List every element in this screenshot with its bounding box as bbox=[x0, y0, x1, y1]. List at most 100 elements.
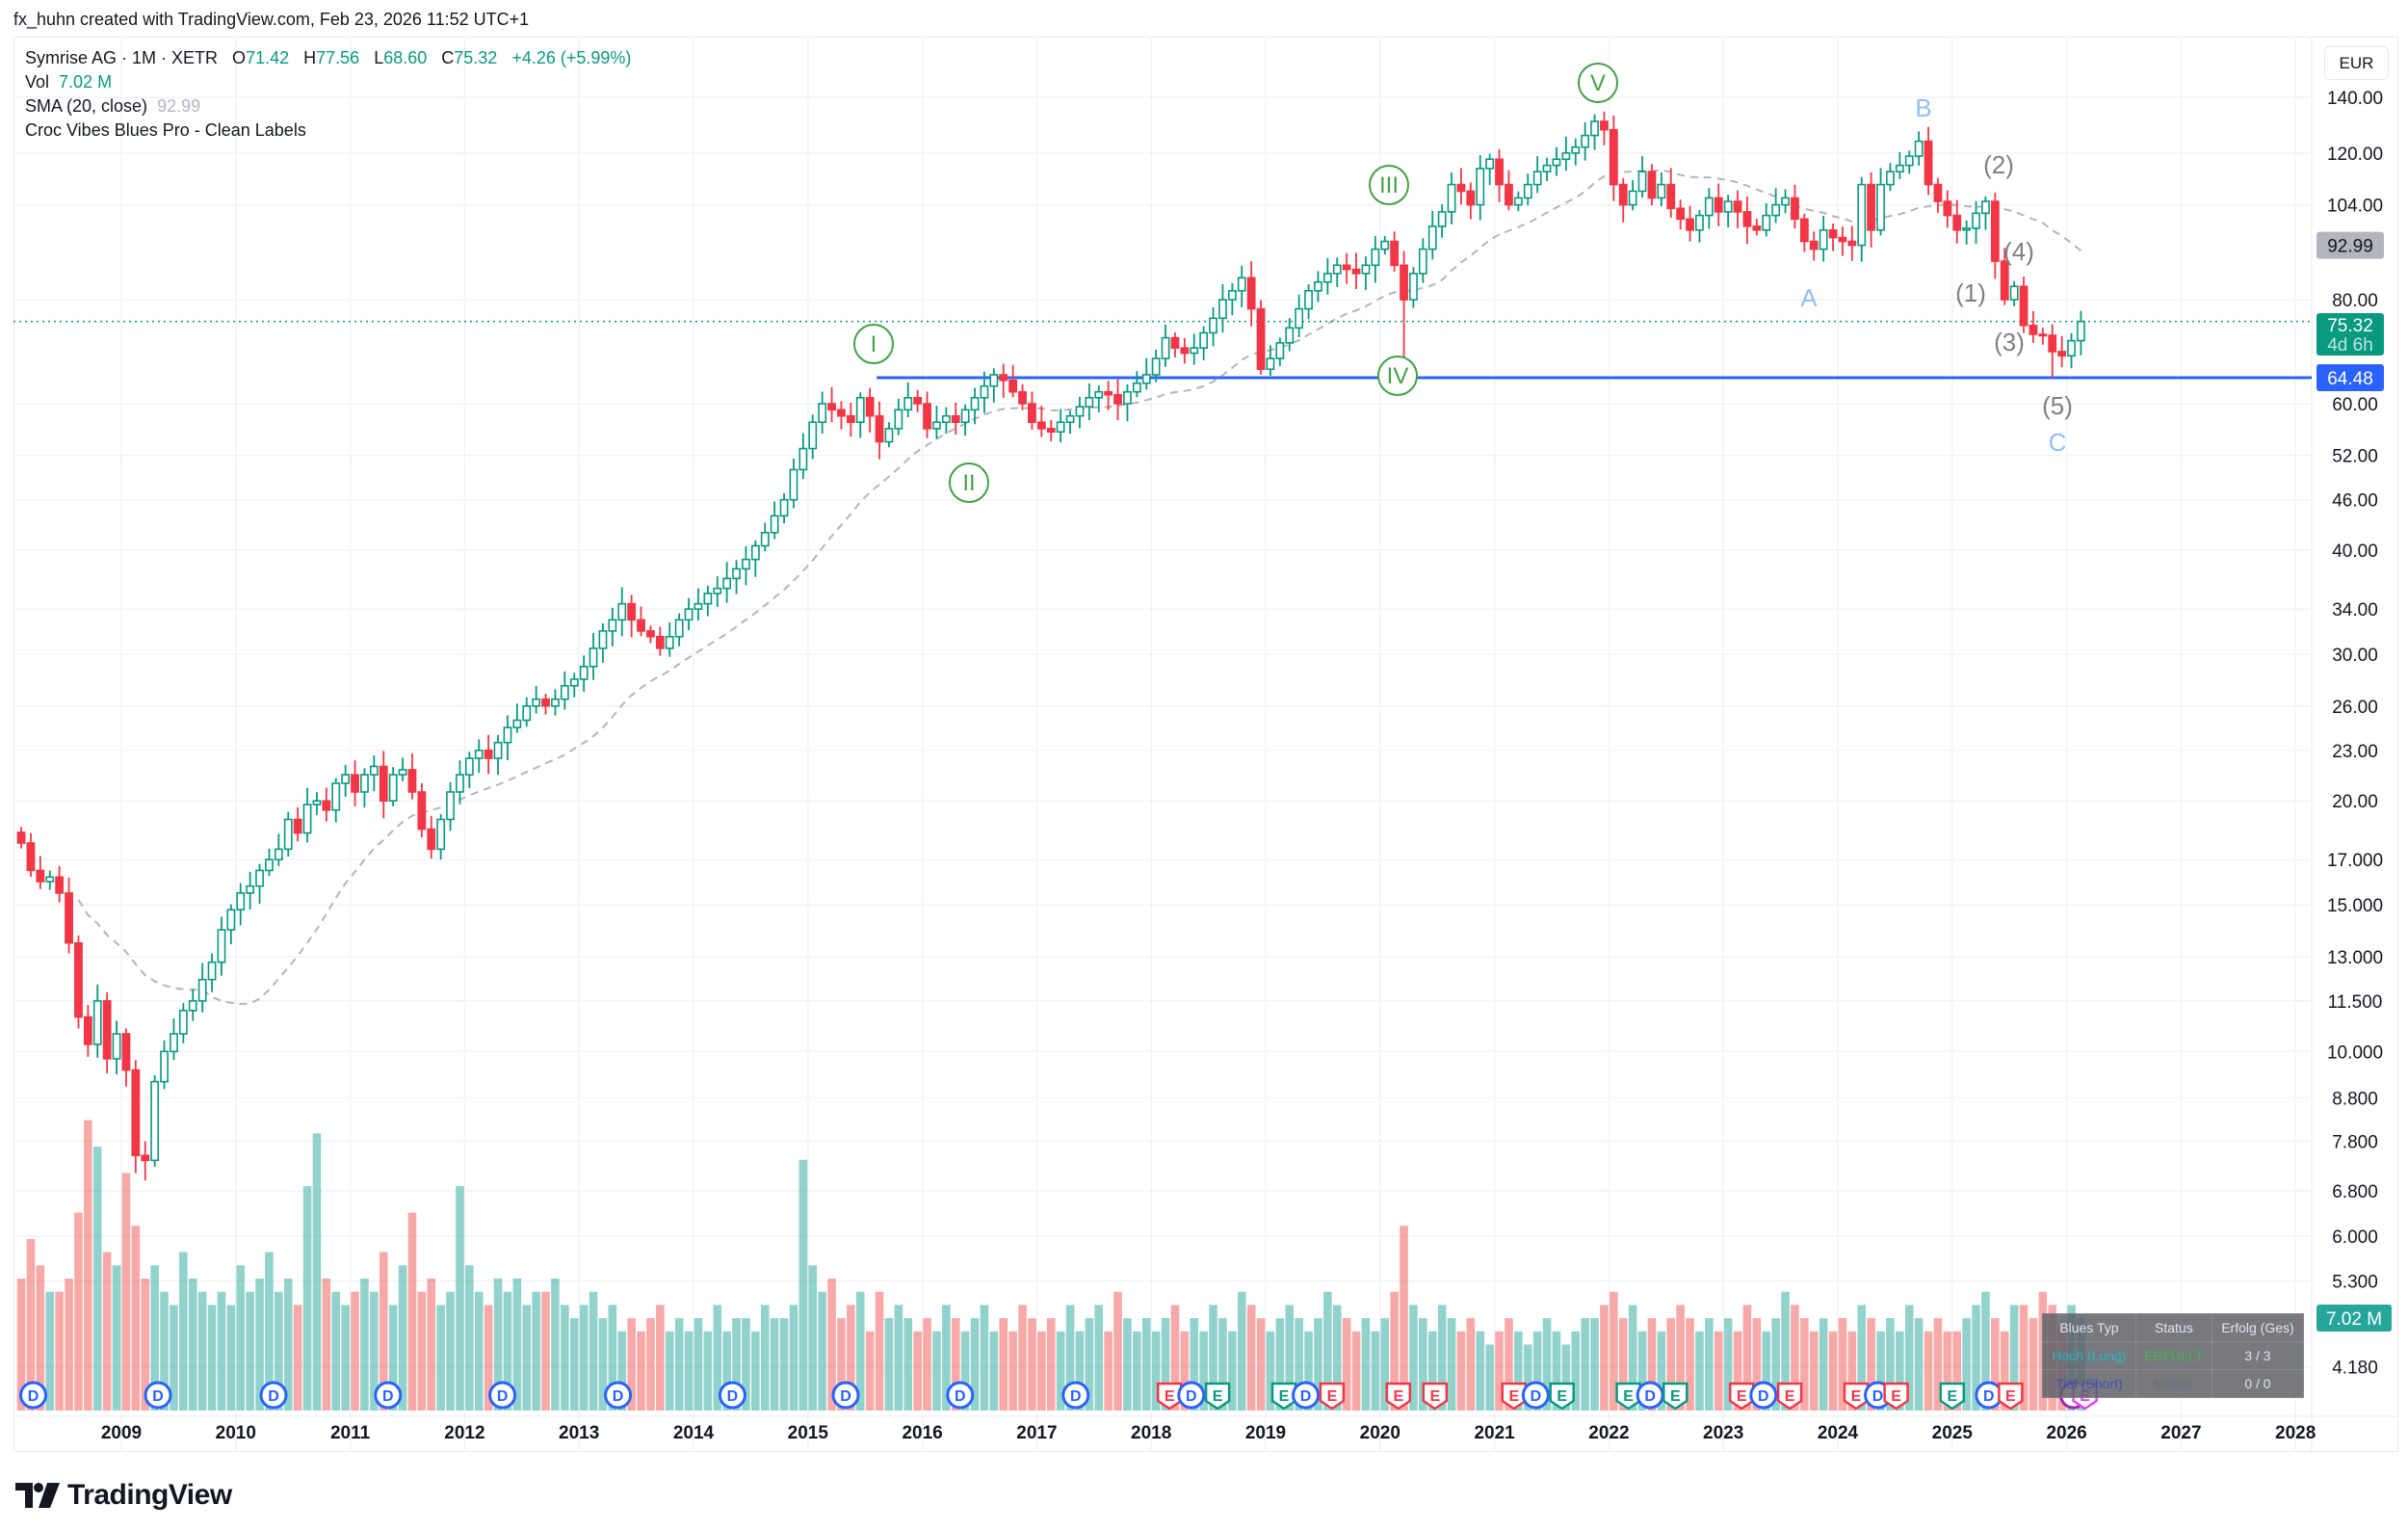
volume-bar bbox=[1943, 1331, 1952, 1411]
sma-legend[interactable]: SMA (20, close) 92.99 bbox=[25, 96, 200, 117]
candle-body bbox=[703, 593, 713, 605]
volume-bar bbox=[1113, 1291, 1122, 1411]
candle-body bbox=[1447, 183, 1456, 213]
volume-bar bbox=[293, 1305, 302, 1411]
earnings-marker-icon bbox=[1843, 1382, 1870, 1411]
candle-body bbox=[312, 800, 322, 805]
volume-bar bbox=[255, 1279, 264, 1411]
candle-body bbox=[1028, 403, 1036, 424]
volume-bar bbox=[370, 1291, 379, 1411]
volume-bar bbox=[522, 1305, 532, 1411]
volume-label: Vol bbox=[25, 72, 50, 92]
candle bbox=[1495, 148, 1504, 202]
candle-body bbox=[818, 403, 827, 424]
last-price-badge: 4d 6h bbox=[2327, 335, 2373, 356]
price-tick-label: 104.00 bbox=[2327, 197, 2383, 217]
candle-body bbox=[1094, 390, 1104, 399]
indicator-legend[interactable]: Croc Vibes Blues Pro - Clean Labels bbox=[25, 120, 306, 141]
table-row: Tief (Short) Inaktiv 0 / 0 bbox=[2042, 1369, 2305, 1398]
candle bbox=[1781, 189, 1790, 214]
candle-body bbox=[274, 848, 283, 861]
candle bbox=[274, 833, 283, 866]
candle-body bbox=[1590, 120, 1599, 137]
candle-body bbox=[1771, 203, 1781, 217]
candle bbox=[960, 404, 970, 436]
candle-body bbox=[65, 892, 73, 944]
volume-bar bbox=[1342, 1318, 1351, 1411]
candle bbox=[1304, 284, 1313, 320]
candle bbox=[903, 382, 913, 418]
candle-body bbox=[160, 1050, 169, 1083]
candle-body bbox=[1781, 197, 1790, 206]
price-tick-label: 46.00 bbox=[2332, 491, 2378, 512]
time-tick-label: 2022 bbox=[1588, 1423, 1629, 1443]
volume-bar bbox=[1819, 1318, 1828, 1411]
candle bbox=[1809, 231, 1819, 261]
candle-body bbox=[1561, 152, 1571, 161]
candle-body bbox=[255, 869, 264, 887]
volume-bar bbox=[331, 1291, 341, 1411]
tradingview-logo[interactable]: TradingView bbox=[15, 1479, 232, 1512]
volume-bar bbox=[1180, 1331, 1190, 1411]
candle-body bbox=[1600, 120, 1609, 131]
candle bbox=[1456, 168, 1466, 205]
table-row: Hoch (Long) ERFÜLLT 3 / 3 bbox=[2042, 1341, 2305, 1370]
candle-body bbox=[970, 396, 980, 411]
candle bbox=[293, 806, 302, 842]
candle bbox=[713, 576, 722, 607]
candle-body bbox=[1227, 289, 1237, 301]
candle bbox=[1676, 199, 1686, 230]
candle bbox=[92, 984, 102, 1058]
sma-line bbox=[77, 169, 2082, 1006]
candle-body bbox=[1380, 240, 1390, 251]
candle-body bbox=[1046, 428, 1056, 434]
volume-bar bbox=[179, 1252, 188, 1411]
candle bbox=[312, 792, 322, 815]
volume-bar bbox=[1618, 1318, 1628, 1411]
candle-body bbox=[617, 602, 627, 621]
candle bbox=[951, 402, 960, 436]
dividend-marker-icon bbox=[374, 1381, 403, 1410]
volume-bar bbox=[579, 1305, 589, 1411]
volume-bar bbox=[1962, 1318, 1971, 1411]
candle bbox=[398, 757, 407, 781]
candle-body bbox=[827, 403, 836, 411]
dividend-marker-icon bbox=[831, 1381, 860, 1410]
level-price-badge-bg bbox=[2316, 363, 2384, 391]
candle-body bbox=[1838, 236, 1847, 243]
volume-legend[interactable]: Vol 7.02 M bbox=[25, 72, 112, 92]
volume-bar bbox=[1094, 1305, 1104, 1411]
candle bbox=[341, 764, 351, 797]
symbol-legend[interactable]: Symrise AG · 1M · XETR O71.42 H77.56 L68… bbox=[25, 48, 631, 68]
volume-bar bbox=[2000, 1331, 2009, 1411]
earnings-marker-label: E bbox=[1891, 1388, 1901, 1405]
volume-bar bbox=[1781, 1291, 1790, 1411]
candle-body bbox=[265, 858, 274, 872]
candle bbox=[36, 856, 45, 889]
currency-button[interactable]: EUR bbox=[2324, 46, 2389, 80]
volume-bar bbox=[855, 1291, 865, 1411]
earnings-marker-label: E bbox=[1327, 1388, 1338, 1405]
volume-bar bbox=[1476, 1331, 1485, 1411]
volume-bar bbox=[608, 1305, 617, 1411]
candle bbox=[1990, 192, 2000, 279]
candle-body bbox=[646, 630, 655, 638]
symbol-name[interactable]: Symrise AG · 1M · XETR bbox=[25, 48, 219, 67]
candle-body bbox=[742, 558, 750, 570]
candle bbox=[760, 522, 770, 552]
candle bbox=[789, 458, 798, 509]
candle-body bbox=[798, 447, 808, 471]
candle-body bbox=[1476, 168, 1485, 206]
candle bbox=[1008, 364, 1018, 398]
candle bbox=[703, 585, 713, 617]
candle bbox=[655, 626, 665, 656]
candle-body bbox=[884, 428, 894, 443]
candle-body bbox=[1742, 211, 1752, 227]
volume-bar bbox=[627, 1318, 636, 1411]
volume-bar bbox=[837, 1318, 846, 1411]
candle bbox=[1390, 231, 1400, 272]
wave-label-circle bbox=[1369, 165, 1409, 205]
sma-price-badge: 92.99 bbox=[2327, 237, 2373, 257]
candle-body bbox=[417, 791, 427, 831]
